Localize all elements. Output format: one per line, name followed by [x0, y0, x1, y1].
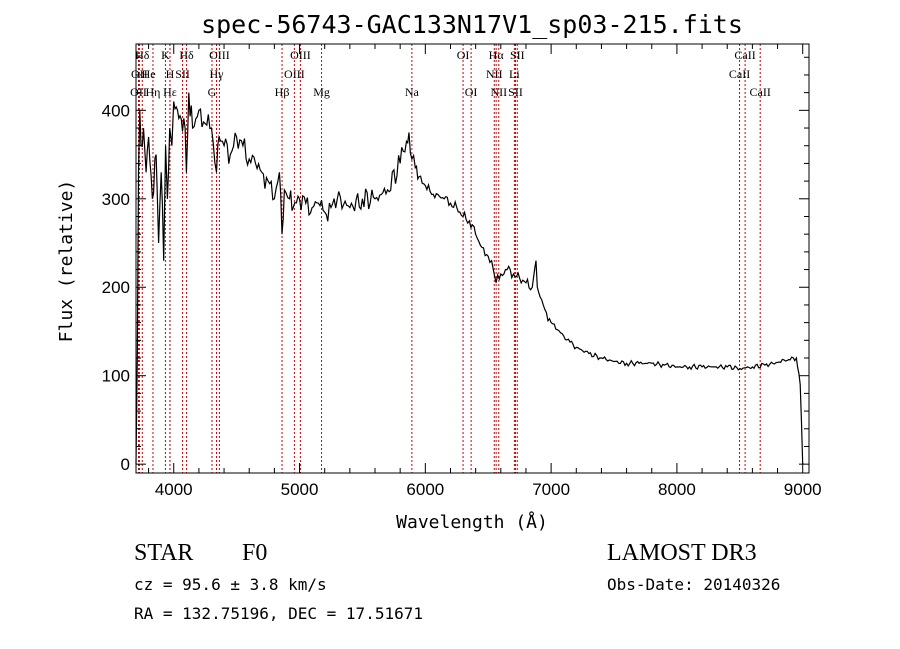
- spectral-line-label: K: [161, 48, 170, 62]
- spectral-line-label: CaII: [750, 85, 771, 99]
- spectral-line-label: OIII: [290, 48, 311, 62]
- x-tick-label: 4000: [155, 480, 193, 499]
- y-tick-label: 100: [102, 367, 130, 386]
- spectral-subclass: F0: [242, 540, 268, 566]
- spectral-line-label: Hγ: [210, 67, 225, 81]
- coordinates-readout: RA = 132.75196, DEC = 17.51671: [134, 604, 423, 623]
- spectrum-line: [135, 92, 804, 465]
- y-tick-label: 300: [102, 190, 130, 209]
- spectral-line-markers: [135, 44, 761, 473]
- axis-ticks: 4000 5000 6000 7000 8000 9000 0 100 200 300 400: [102, 44, 822, 499]
- spectral-line-label: Hε: [163, 85, 177, 99]
- chart-title: spec-56743-GAC133N17V1_sp03-215.fits: [201, 10, 743, 39]
- spectral-line-label: NII: [490, 85, 507, 99]
- plot-frame: [135, 43, 810, 474]
- spectral-line-label: G: [208, 85, 217, 99]
- x-axis-label: Wavelength (Å): [396, 511, 548, 533]
- spectral-line-label: OII: [130, 85, 147, 99]
- spectral-line-label: Hα: [489, 48, 505, 62]
- y-axis-label: Flux (relative): [56, 180, 77, 343]
- spectral-line-label: Na: [405, 85, 420, 99]
- x-tick-label: 6000: [406, 480, 444, 499]
- y-tick-label: 200: [102, 278, 130, 297]
- spectral-line-label: SII: [508, 85, 523, 99]
- spectral-line-label: Hβ: [275, 85, 290, 99]
- spectral-line-label: OII: [131, 67, 148, 81]
- spectral-line-label: CaII: [729, 67, 750, 81]
- redshift-readout: cz = 95.6 ± 3.8 km/s: [134, 575, 327, 594]
- spectral-line-label: Hη: [146, 85, 161, 99]
- spectral-line-label: OI: [457, 48, 470, 62]
- x-tick-label: 9000: [784, 480, 822, 499]
- spectral-line-label: Li: [509, 67, 520, 81]
- spectral-line-label: Mg: [313, 85, 330, 99]
- object-class: STAR: [134, 540, 194, 566]
- x-tick-label: 5000: [281, 480, 319, 499]
- spectral-line-label: OI: [465, 85, 478, 99]
- spectral-line-label: OIII: [284, 67, 305, 81]
- x-tick-label: 7000: [532, 480, 570, 499]
- y-tick-label: 400: [102, 101, 130, 120]
- survey-name: LAMOST DR3: [607, 540, 757, 566]
- spectral-line-label: SII: [175, 67, 190, 81]
- spectral-line-label: H: [166, 67, 175, 81]
- spectral-line-label: OIII: [209, 48, 230, 62]
- spectral-line-label: NII: [486, 67, 503, 81]
- observation-date: Obs-Date: 20140326: [607, 575, 781, 594]
- spectral-line-label: SII: [510, 48, 525, 62]
- y-tick-label: 0: [121, 455, 130, 474]
- spectral-line-label: Hδ: [179, 48, 194, 62]
- x-tick-label: 8000: [658, 480, 696, 499]
- spectral-line-label: Hδ: [135, 48, 150, 62]
- spectral-line-label: CaII: [734, 48, 755, 62]
- spectral-line-label: He: [142, 67, 156, 81]
